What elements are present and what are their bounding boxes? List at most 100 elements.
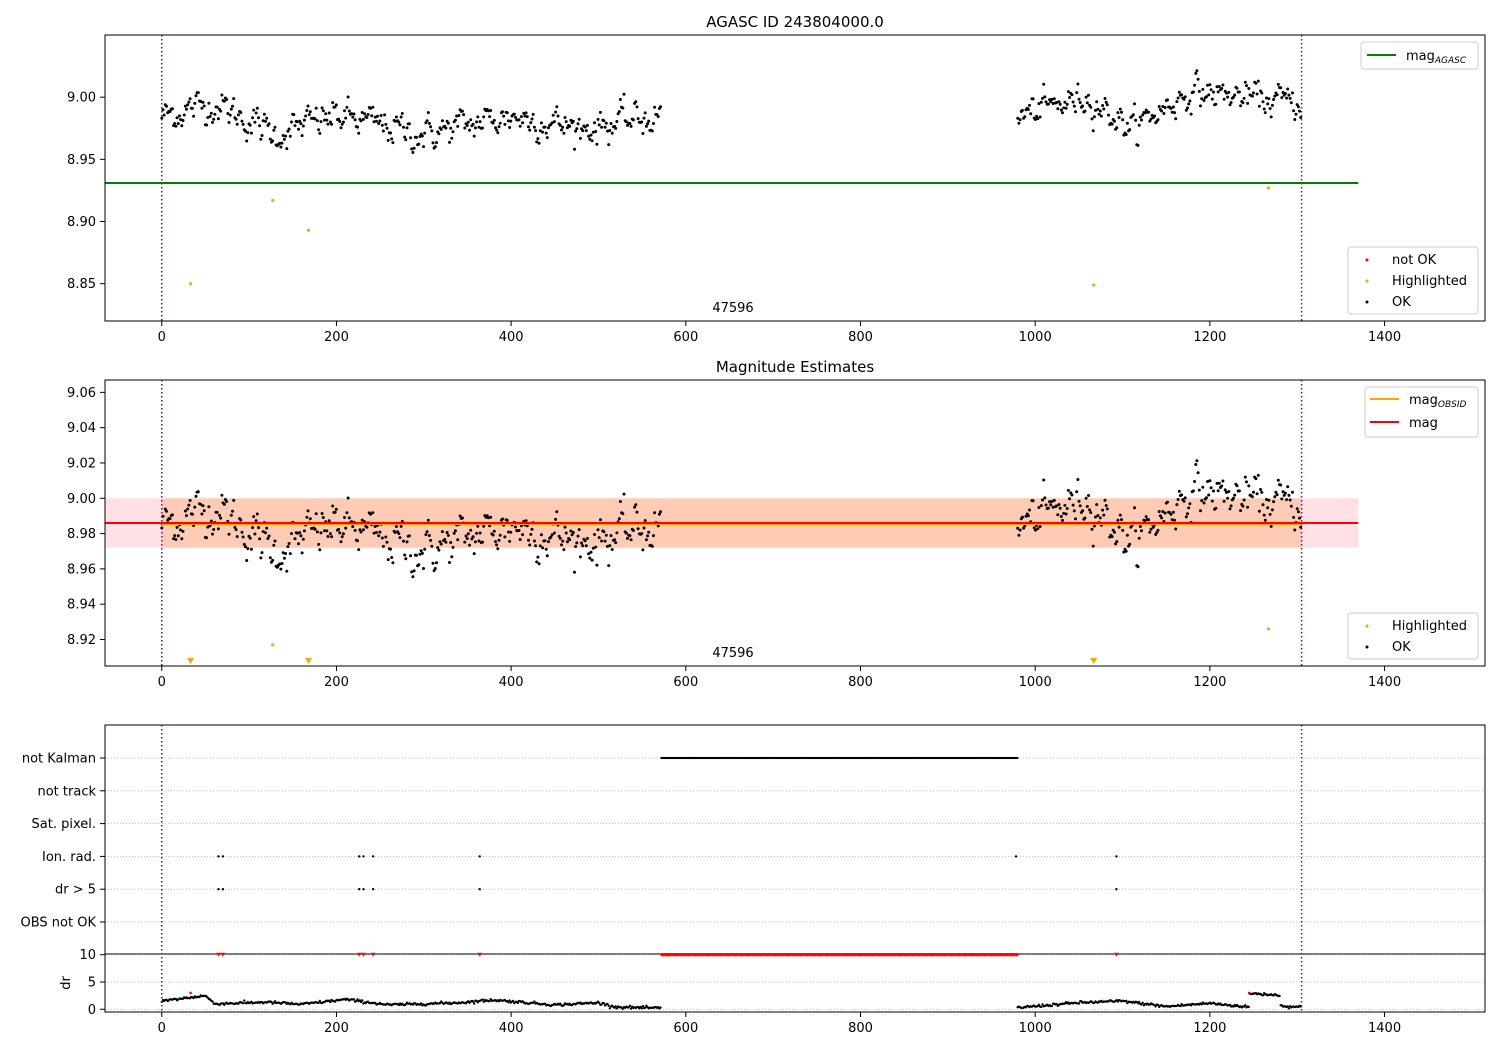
ok-point xyxy=(328,120,332,124)
ok-point xyxy=(1077,97,1081,101)
panel-agasc: AGASC ID 243804000.0 0 200 400 600 800 1000 12… xyxy=(67,13,1486,345)
ok-point xyxy=(1141,113,1145,117)
dr-point xyxy=(1244,1004,1247,1007)
ok-point xyxy=(475,120,479,124)
ok-point xyxy=(351,115,355,119)
ok-point xyxy=(538,129,542,133)
ok-point xyxy=(271,139,275,143)
panel-3-plot-area xyxy=(105,725,1485,1012)
ok-point xyxy=(397,532,401,536)
ok-point xyxy=(340,122,344,126)
ok-point xyxy=(1239,509,1243,513)
flag-point xyxy=(358,888,361,891)
ok-point xyxy=(1204,496,1208,500)
ok-point xyxy=(503,535,507,539)
flag-row-label: not Kalman xyxy=(22,752,96,767)
panel-2-legend: Highlighted OK xyxy=(1347,612,1479,660)
ok-point xyxy=(422,145,425,149)
dr-tick-label: 5 xyxy=(88,976,96,991)
ok-point xyxy=(1148,530,1152,534)
ok-point xyxy=(525,115,529,119)
ok-point xyxy=(558,123,562,127)
x-tick-label: 600 xyxy=(673,675,698,690)
ok-point xyxy=(653,105,657,109)
ok-point xyxy=(626,123,629,127)
ok-point xyxy=(325,118,329,122)
ok-point xyxy=(334,103,338,107)
ok-point xyxy=(1114,542,1118,546)
ok-point xyxy=(330,535,334,539)
ok-point xyxy=(264,119,267,123)
ok-point xyxy=(1111,528,1115,532)
ok-point xyxy=(265,116,269,120)
ok-point xyxy=(646,122,650,126)
ok-point xyxy=(473,126,477,130)
ok-point xyxy=(317,128,321,132)
ok-point xyxy=(249,547,253,551)
ok-point xyxy=(1065,102,1069,106)
ok-point xyxy=(517,529,521,532)
ok-point xyxy=(530,117,534,121)
ok-point xyxy=(463,540,467,544)
ok-point xyxy=(491,121,495,125)
ok-point xyxy=(1269,115,1273,119)
ok-point xyxy=(488,524,492,528)
ok-point xyxy=(379,114,383,117)
ok-point xyxy=(1072,104,1076,108)
ok-point xyxy=(547,126,550,130)
ok-point xyxy=(1296,510,1300,514)
ok-point xyxy=(577,528,581,532)
ok-point xyxy=(326,535,330,538)
dr-point xyxy=(241,1002,245,1005)
ok-point xyxy=(1256,79,1260,83)
dr-point xyxy=(1141,1001,1144,1004)
ok-point xyxy=(541,546,545,550)
ok-point xyxy=(1286,87,1290,91)
ok-point xyxy=(320,512,324,515)
ok-point xyxy=(358,528,362,532)
ok-point xyxy=(1117,116,1121,119)
ok-point xyxy=(391,141,395,145)
highlighted-point xyxy=(306,228,311,232)
ok-point xyxy=(1281,490,1285,494)
ok-point xyxy=(1293,118,1297,121)
legend-top-mag-obsid-subscript: OBSID xyxy=(1438,400,1467,410)
ok-point xyxy=(1071,503,1075,507)
ok-point xyxy=(307,113,311,117)
ok-point xyxy=(1018,118,1022,122)
ok-point xyxy=(407,122,411,126)
ok-point xyxy=(609,122,613,125)
ok-point xyxy=(295,120,299,124)
ok-point xyxy=(652,122,655,125)
ok-point xyxy=(631,529,635,532)
ok-point xyxy=(1196,77,1200,81)
ok-point xyxy=(1143,111,1147,115)
y-tick-label: 8.92 xyxy=(67,633,96,648)
ok-point xyxy=(1105,103,1109,107)
ok-point xyxy=(319,531,323,535)
ok-point xyxy=(385,126,389,130)
ok-point xyxy=(1232,496,1235,500)
ok-point xyxy=(254,519,258,523)
ok-point xyxy=(430,544,434,548)
ok-point xyxy=(492,529,496,533)
y-tick-label: 8.90 xyxy=(67,215,96,230)
y-tick-label: 9.06 xyxy=(67,386,96,401)
ok-point xyxy=(568,538,572,542)
ok-point xyxy=(1235,86,1239,90)
ok-point xyxy=(229,513,233,517)
ok-point xyxy=(1116,518,1120,522)
ok-point xyxy=(455,114,459,118)
ok-point xyxy=(608,544,612,548)
ok-point xyxy=(268,556,272,560)
ok-point xyxy=(604,533,608,537)
ok-point xyxy=(1233,93,1237,97)
ok-point xyxy=(547,540,550,544)
ok-point xyxy=(590,558,594,562)
ok-point xyxy=(565,540,569,544)
ok-point xyxy=(502,114,506,118)
ok-point xyxy=(356,539,359,543)
ok-point xyxy=(202,104,206,108)
ok-point xyxy=(360,518,364,522)
ok-point xyxy=(218,513,221,517)
